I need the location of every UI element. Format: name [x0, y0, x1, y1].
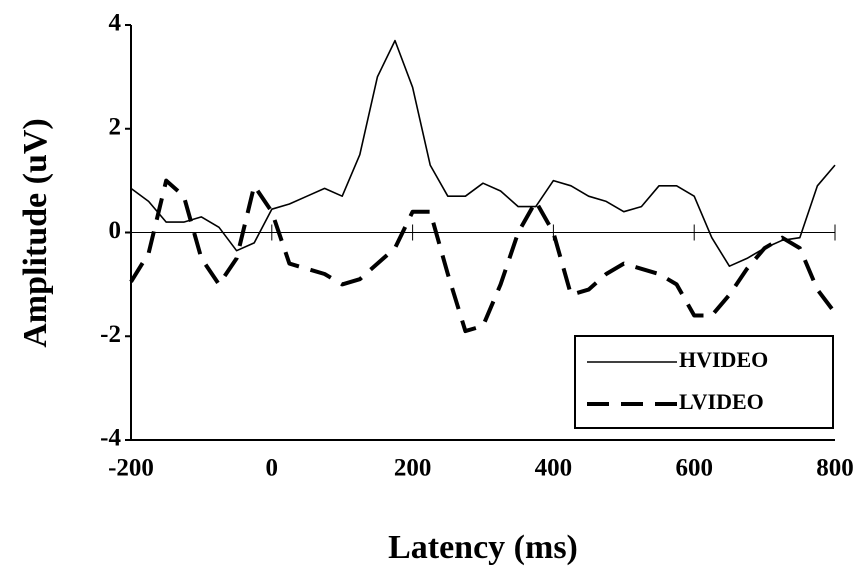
x-axis-title: Latency (ms) [388, 529, 578, 566]
legend-label: LVIDEO [679, 389, 764, 414]
x-tick-label: 200 [394, 455, 432, 482]
y-axis-title: Amplitude (uV) [17, 118, 54, 348]
series-line [129, 178, 837, 334]
x-tick-label: -200 [108, 455, 154, 482]
x-tick-label: 0 [266, 455, 279, 482]
legend-label: HVIDEO [679, 347, 768, 372]
x-tick-label: 400 [535, 455, 573, 482]
y-tick-label: 0 [109, 217, 122, 244]
legend-box [574, 335, 834, 429]
y-tick-label: -4 [100, 425, 121, 452]
series-line [130, 39, 836, 267]
y-tick-label: 4 [109, 10, 122, 37]
x-tick-label: 800 [816, 455, 854, 482]
y-tick-label: -2 [100, 321, 121, 348]
y-tick-label: 2 [109, 113, 122, 140]
x-tick-label: 600 [675, 455, 713, 482]
